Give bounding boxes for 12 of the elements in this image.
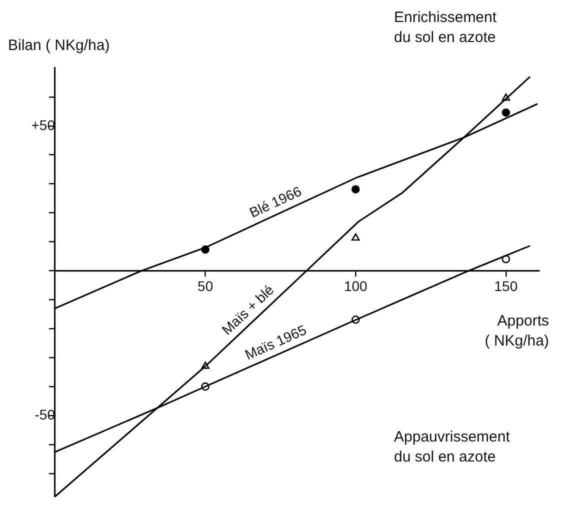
point — [352, 233, 360, 241]
annotation: Appauvrissement du sol en azote — [394, 428, 511, 466]
x-tick-label: 150 — [494, 278, 518, 294]
x-axis-title: Apports ( NKg/ha) — [484, 312, 549, 350]
x-tick-label: 100 — [344, 278, 368, 294]
point — [502, 108, 510, 117]
y-axis-title: Bilan ( NKg/ha) — [8, 37, 110, 54]
text: Enrichissement du sol en azote — [394, 9, 498, 46]
x-tick-label: 50 — [198, 278, 214, 294]
text: Maïs 1965 — [242, 322, 309, 363]
text: Blé 1966 — [246, 182, 304, 221]
point — [351, 185, 360, 194]
